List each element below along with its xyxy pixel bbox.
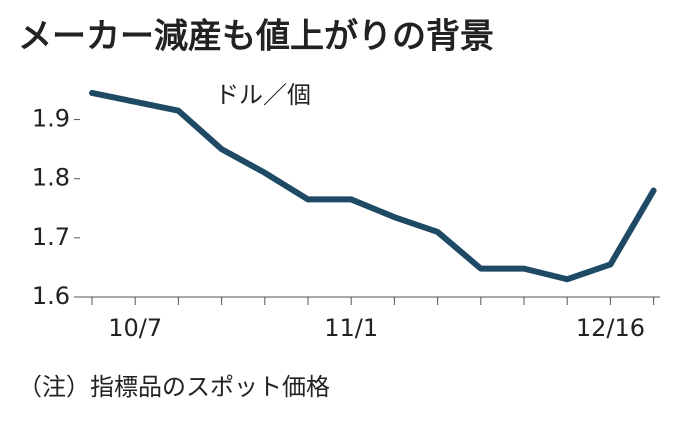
x-tick-label: 10/7 [108,314,162,342]
note: （注）指標品のスポット価格 [18,373,330,401]
x-tick-label: 12/16 [576,314,645,342]
x-tick-label: 11/1 [324,314,378,342]
y-tick-label: 1.7 [32,223,70,251]
line [89,89,657,283]
chart-title: メーカー減産も値上がりの背景 [18,17,494,57]
y-axis-unit: ドル／個 [215,81,311,109]
y-tick-label: 1.9 [32,105,70,133]
y-tick-label: 1.8 [32,164,70,192]
y-tick-label: 1.6 [32,282,70,310]
